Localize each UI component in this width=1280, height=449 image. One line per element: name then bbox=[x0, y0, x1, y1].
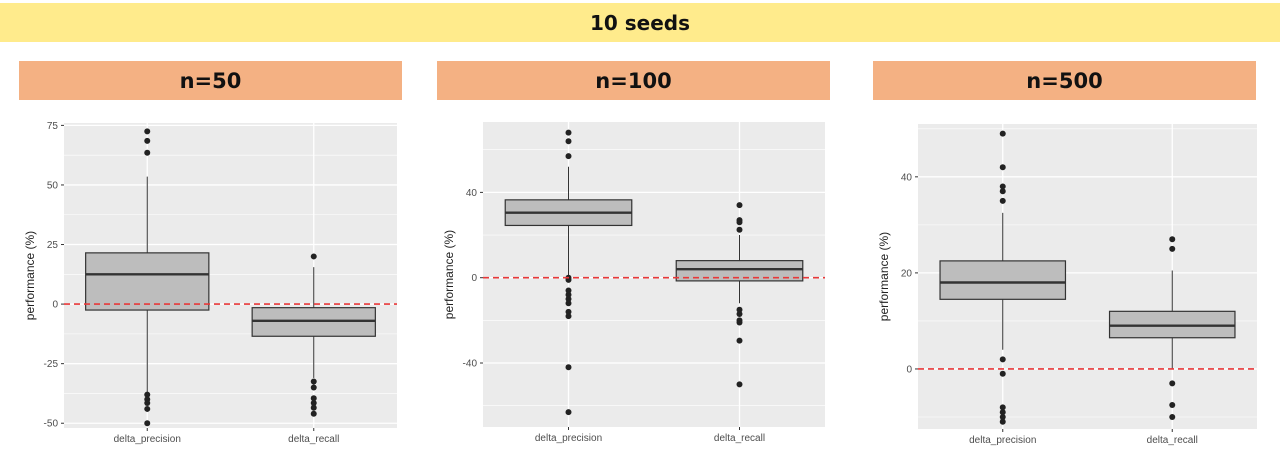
chart1-outlier-point bbox=[736, 202, 743, 209]
chart1-outlier-point bbox=[565, 308, 572, 315]
chart0-outlier-point bbox=[310, 404, 317, 411]
chart2-outlier-point bbox=[999, 183, 1006, 190]
panel-header-n500: n=500 bbox=[873, 61, 1256, 100]
chart2-outlier-point bbox=[999, 197, 1006, 204]
chart1-outlier-point bbox=[565, 313, 572, 320]
chart1-outlier-point bbox=[565, 409, 572, 416]
chart2-outlier-point bbox=[1169, 236, 1176, 243]
chart1-outlier-point bbox=[736, 381, 743, 388]
chart2-box bbox=[1108, 310, 1236, 339]
chart0-x-tick-label: delta_recall bbox=[288, 434, 339, 445]
chart0-outlier-point bbox=[144, 405, 151, 412]
chart1-y-axis-label: performance (%) bbox=[442, 230, 456, 319]
chart1-outlier-point bbox=[565, 300, 572, 307]
chart0-outlier-point bbox=[144, 420, 151, 427]
chart0-outlier-point bbox=[144, 399, 151, 406]
chart0-box bbox=[85, 252, 210, 311]
chart2-outlier-point bbox=[999, 413, 1006, 420]
panel-header-n50: n=50 bbox=[19, 61, 402, 100]
chart1-x-tick-label: delta_recall bbox=[714, 433, 765, 444]
chart2-x-tick-label: delta_recall bbox=[1147, 435, 1198, 446]
chart2-y-tick-label: 0 bbox=[906, 364, 912, 375]
banner-title: 10 seeds bbox=[0, 3, 1280, 42]
chart1-outlier-point bbox=[736, 319, 743, 326]
chart0-outlier-point bbox=[144, 137, 151, 144]
chart2-outlier-point bbox=[1169, 380, 1176, 387]
chart2-outlier-point bbox=[999, 404, 1006, 411]
chart-panel-n100: -40 0 40 delta_precision delta_recall perform… bbox=[440, 117, 830, 447]
chart0-outlier-point bbox=[310, 253, 317, 260]
chart0-y-tick-label: 50 bbox=[47, 180, 59, 191]
chart0-y-tick-label: 0 bbox=[52, 300, 58, 311]
chart2-outlier-point bbox=[1169, 245, 1176, 252]
chart0-y-tick-label: 25 bbox=[47, 240, 59, 251]
chart2-outlier-point bbox=[999, 188, 1006, 195]
chart0-y-tick-label: -25 bbox=[44, 359, 59, 370]
chart0-outlier-point bbox=[144, 149, 151, 156]
chart1-outlier-point bbox=[565, 129, 572, 136]
chart-panel-n500: 0 20 40 delta_precision delta_recall performa… bbox=[876, 117, 1261, 447]
chart1-outlier-point bbox=[736, 219, 743, 226]
chart0-outlier-point bbox=[144, 128, 151, 135]
chart1-y-tick-label: -40 bbox=[463, 359, 478, 370]
chart1-x-tick-label: delta_precision bbox=[535, 433, 602, 444]
chart-svg-n500: 0 20 40 delta_precision delta_recall performa… bbox=[877, 124, 1257, 446]
chart0-outlier-point bbox=[310, 395, 317, 402]
chart2-outlier-point bbox=[999, 356, 1006, 363]
chart2-outlier-point bbox=[999, 164, 1006, 171]
chart1-outlier-point bbox=[736, 337, 743, 344]
chart1-outlier-point bbox=[565, 296, 572, 303]
chart2-outlier-point bbox=[1169, 413, 1176, 420]
chart0-x-tick-label: delta_precision bbox=[114, 434, 181, 445]
chart2-outlier-point bbox=[999, 409, 1006, 416]
chart2-box bbox=[939, 260, 1067, 300]
chart1-y-tick-label: 0 bbox=[471, 273, 477, 284]
chart1-outlier-point bbox=[736, 310, 743, 317]
chart0-y-axis-label: performance (%) bbox=[23, 231, 37, 320]
chart2-x-tick-label: delta_precision bbox=[969, 435, 1036, 446]
chart1-outlier-point bbox=[736, 226, 743, 233]
chart0-outlier-point bbox=[310, 378, 317, 385]
chart1-outlier-point bbox=[565, 364, 572, 371]
chart1-outlier-point bbox=[565, 138, 572, 145]
chart2-y-axis-label: performance (%) bbox=[877, 232, 891, 321]
chart0-outlier-point bbox=[144, 391, 151, 398]
chart2-y-tick-label: 40 bbox=[901, 172, 913, 183]
chart2-outlier-point bbox=[999, 418, 1006, 425]
chart1-box bbox=[675, 260, 804, 282]
chart0-outlier-point bbox=[310, 410, 317, 417]
chart1-outlier-point bbox=[736, 306, 743, 313]
chart1-outlier-point bbox=[565, 291, 572, 298]
chart-svg-n100: -40 0 40 delta_precision delta_recall perform… bbox=[442, 122, 825, 444]
chart0-y-tick-label: 75 bbox=[47, 121, 59, 132]
chart0-outlier-point bbox=[310, 384, 317, 391]
chart2-outlier-point bbox=[1169, 401, 1176, 408]
chart2-outlier-point bbox=[999, 370, 1006, 377]
chart-panel-n50: -50 -25 0 25 50 75 delta_precision delta_recall… bbox=[22, 117, 402, 447]
chart2-outlier-point bbox=[999, 130, 1006, 137]
chart-svg-n50: -50 -25 0 25 50 75 delta_precision delta_recall… bbox=[23, 121, 397, 445]
chart1-y-tick-label: 40 bbox=[466, 188, 478, 199]
panel-header-n100: n=100 bbox=[437, 61, 830, 100]
chart1-outlier-point bbox=[565, 153, 572, 160]
chart2-y-tick-label: 20 bbox=[901, 268, 913, 279]
chart0-outlier-point bbox=[310, 399, 317, 406]
chart0-y-tick-label: -50 bbox=[44, 419, 59, 430]
chart1-outlier-point bbox=[565, 287, 572, 294]
